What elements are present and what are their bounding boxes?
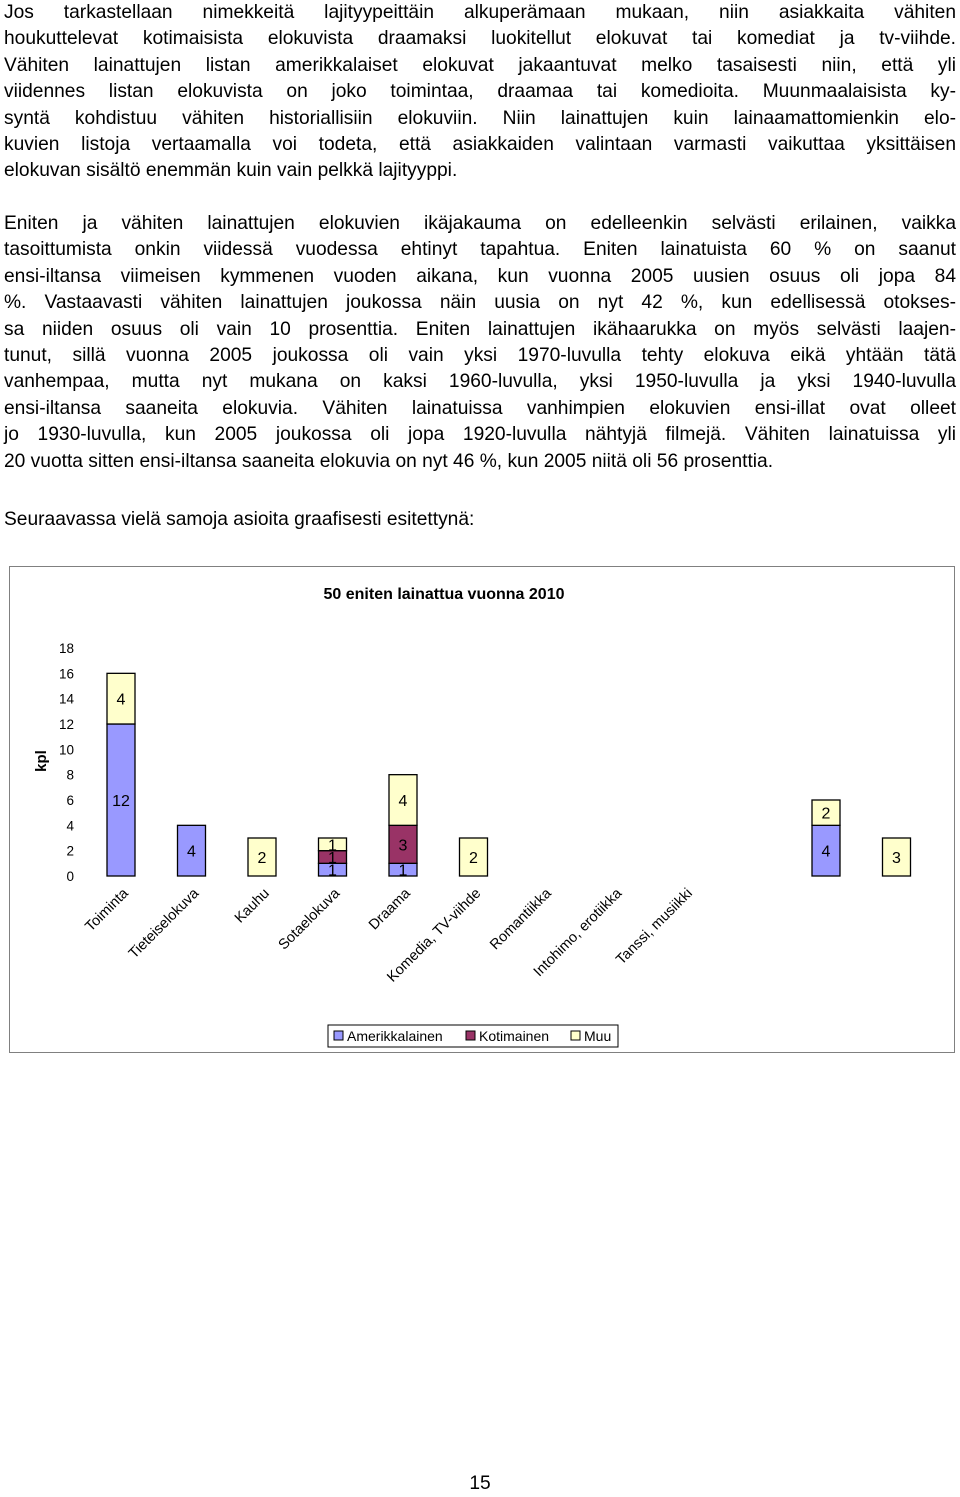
data-label: 4	[399, 793, 408, 810]
page-number: 15	[469, 1473, 491, 1494]
text-line: jo 1930-luvulla, kun 2005 joukossa oli j…	[4, 424, 956, 446]
text-line: kuvien listoja vertaamalla voi todeta, e…	[4, 134, 956, 156]
bar-segment	[881, 837, 912, 877]
text-line: syntä kohdistuu vähiten historiallisiin …	[4, 107, 956, 129]
y-tick-label: 14	[59, 692, 75, 707]
legend-label: Amerikkalainen	[347, 1028, 443, 1044]
y-tick-label: 8	[66, 768, 74, 783]
bar-segment	[106, 672, 136, 725]
y-tick-label: 6	[66, 793, 74, 808]
text-line: viidennes listan elokuvista on joko toim…	[4, 81, 956, 103]
text-line: tasoittumista onkin viidessä vuodessa eh…	[4, 239, 956, 261]
text-line: Vähiten lainattujen listan amerikkalaise…	[4, 54, 956, 76]
legend-label: Kotimainen	[479, 1028, 549, 1044]
legend-swatch	[570, 1030, 581, 1041]
bar-segment	[247, 837, 277, 877]
data-label: 2	[258, 850, 267, 867]
y-tick-label: 4	[66, 818, 74, 833]
data-label: 2	[822, 806, 831, 823]
text-line: ensi-iltansa viimeisen kymmenen vuoden a…	[4, 265, 956, 287]
text-line: 20 vuotta sitten ensi-iltansa saaneita e…	[4, 450, 774, 472]
data-label: 4	[822, 844, 831, 861]
x-tick-label: Sotaelokuva	[276, 885, 344, 953]
bar-segment	[388, 824, 418, 864]
text-line: Seuraavassa vielä samoja asioita graafis…	[4, 509, 475, 530]
bar-chart: 50 eniten lainattua vuonna 2010 kpl 0 2 4 6 8 1…	[33, 586, 912, 1048]
data-label: 1	[328, 850, 337, 867]
y-tick-label: 18	[59, 641, 74, 656]
text-line: %. Vastaavasti vähiten lainattujen jouko…	[4, 292, 956, 314]
y-tick-label: 2	[66, 844, 74, 859]
paragraph-1: Jos tarkastellaan nimekkeitä lajityypeit…	[4, 0, 956, 185]
bar-segment	[317, 837, 348, 852]
x-tick-label: Kauhu	[232, 886, 273, 927]
text-line: houkuttelevat kotimaisista elokuvista dr…	[4, 28, 956, 50]
text-line: vanhempaa, mutta nyt mukana on kaksi 196…	[4, 371, 956, 393]
legend-swatch	[333, 1030, 344, 1041]
paragraph-2: Eniten ja vähiten lainattujen elokuvien …	[4, 211, 956, 475]
data-label: 12	[112, 793, 130, 810]
y-tick-label: 12	[59, 717, 74, 732]
bar-segment	[811, 799, 841, 826]
text-line: tunut, sillä vuonna 2005 joukossa oli va…	[4, 345, 956, 367]
bar-segment	[106, 723, 136, 877]
data-label: 1	[328, 837, 337, 854]
paragraph-3: Seuraavassa vielä samoja asioita graafis…	[4, 507, 956, 533]
bar-segment	[388, 774, 418, 826]
chart-frame: 50 eniten lainattua vuonna 2010 kpl 0 2 4 6 8 1…	[9, 566, 955, 1053]
x-tick-label: Romantiikka	[487, 885, 555, 953]
data-label: 4	[117, 692, 126, 709]
text-line: ensi-iltansa saaneita elokuvia. Vähiten …	[4, 397, 956, 419]
x-tick-label: Draama	[366, 885, 414, 933]
y-tick-label: 10	[59, 742, 74, 757]
bar-segment	[458, 837, 489, 877]
data-label: 1	[399, 863, 408, 880]
chart-title: 50 eniten lainattua vuonna 2010	[324, 586, 565, 603]
text-line: elokuvan sisältö enemmän kuin vain pelkk…	[4, 160, 458, 182]
text-line: Jos tarkastellaan nimekkeitä lajityypeit…	[4, 2, 956, 23]
bar-segment	[176, 824, 207, 877]
data-label: 3	[892, 850, 901, 867]
text-line: sa niiden osuus oli vain 10 prosenttia. …	[4, 318, 956, 340]
text-line: Eniten ja vähiten lainattujen elokuvien …	[4, 213, 956, 234]
y-tick-label: 0	[66, 869, 74, 884]
data-label: 3	[399, 837, 408, 854]
x-tick-label: Tanssi, musiikki	[613, 886, 696, 969]
y-tick-label: 16	[59, 666, 74, 681]
data-label: 2	[469, 850, 478, 867]
x-tick-label: Tieteiselokuva	[126, 885, 203, 962]
legend-swatch	[465, 1030, 476, 1041]
data-label: 1	[328, 863, 337, 880]
legend-label: Muu	[584, 1028, 611, 1044]
x-tick-label: Toiminta	[82, 885, 132, 935]
data-label: 4	[187, 844, 196, 861]
y-axis-label: kpl	[33, 750, 50, 772]
